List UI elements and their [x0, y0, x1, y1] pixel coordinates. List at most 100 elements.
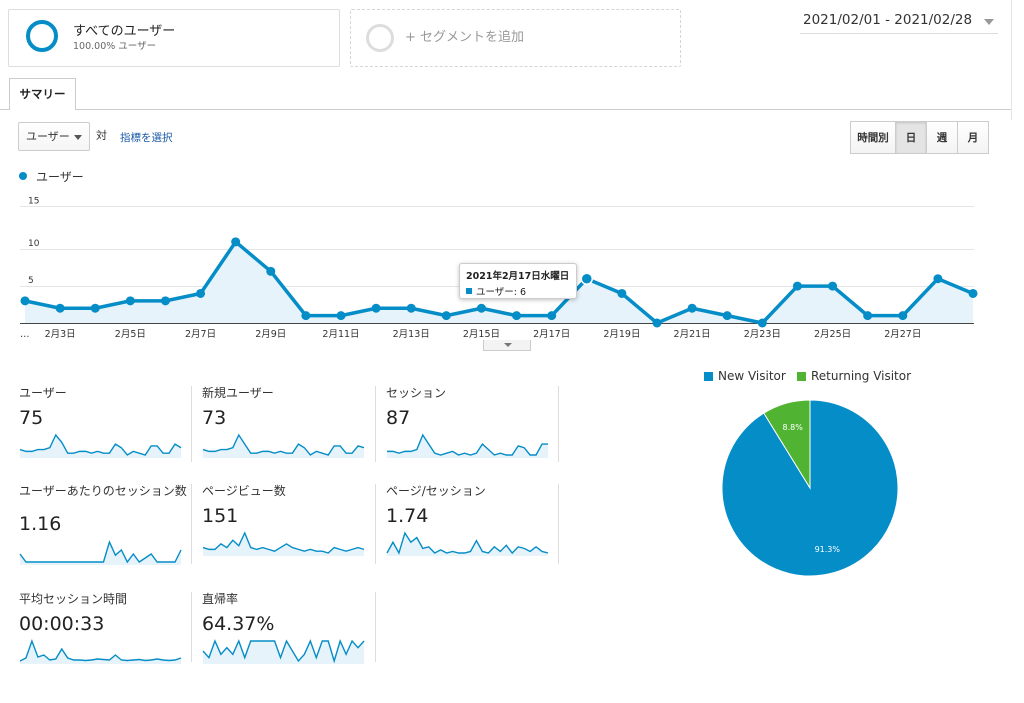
data-point[interactable]: [512, 311, 522, 321]
right-edge-rule: [1011, 0, 1012, 120]
add-segment-label: + セグメントを追加: [405, 30, 525, 45]
metric-card[interactable]: 新規ユーザー 73: [202, 386, 378, 478]
sparkline-line: [19, 433, 182, 456]
segment-ring-icon: [26, 20, 58, 52]
data-point[interactable]: [125, 296, 135, 306]
x-tick-label: 2月7日: [185, 329, 216, 340]
data-point[interactable]: [863, 311, 873, 321]
metric-divider: [191, 484, 192, 564]
data-point[interactable]: [231, 237, 241, 247]
data-point[interactable]: [441, 311, 451, 321]
tab-summary[interactable]: サマリー: [9, 78, 76, 110]
data-point[interactable]: [476, 303, 486, 313]
data-point[interactable]: [406, 303, 416, 313]
metric-sparkline: [202, 638, 365, 664]
metric-sparkline: [387, 433, 548, 458]
metric-sparkline: [386, 531, 549, 556]
x-tick-label: 2月23日: [744, 329, 781, 340]
period-hourly-button[interactable]: 時間別: [850, 121, 896, 154]
segment-name: すべてのユーザー: [73, 24, 176, 39]
metric-divider: [375, 592, 376, 662]
metric-card[interactable]: 直帰率 64.37%: [202, 592, 378, 684]
legend-swatch: [704, 372, 713, 381]
metric-card[interactable]: セッション 87: [386, 386, 562, 478]
data-point[interactable]: [968, 288, 978, 298]
series-area: [25, 241, 973, 323]
period-week-button[interactable]: 週: [926, 121, 958, 154]
sparkline-area: [203, 435, 364, 458]
metric-value: 1.16: [19, 513, 62, 535]
tooltip-value: ユーザー: 6: [466, 284, 570, 298]
metric-card[interactable]: ユーザーあたりのセッション数 1.16: [19, 484, 195, 576]
vs-label: 対: [96, 129, 107, 142]
x-tick-label: 2月25日: [814, 329, 851, 340]
metric-value: 151: [202, 505, 239, 527]
data-point[interactable]: [160, 296, 170, 306]
chevron-down-icon: [984, 19, 994, 25]
metric-label: ユーザーあたりのセッション数: [19, 484, 187, 498]
data-point[interactable]: [722, 311, 732, 321]
sparkline-line: [387, 433, 548, 456]
data-point[interactable]: [20, 296, 30, 306]
data-point[interactable]: [301, 311, 311, 321]
add-segment-button[interactable]: [350, 9, 681, 67]
pie-slice-label: 91.3%: [815, 545, 841, 554]
chart-resize-handle[interactable]: [483, 340, 531, 351]
x-tick-label: 2月17日: [533, 329, 570, 340]
metric-value: 87: [386, 407, 411, 429]
add-segment-ring-icon: [366, 24, 394, 52]
period-month-button[interactable]: 月: [957, 121, 989, 154]
sparkline-line: [202, 433, 365, 456]
data-point[interactable]: [898, 311, 908, 321]
metric-value: 75: [19, 407, 44, 429]
sparkline-area: [203, 641, 364, 664]
x-tick-label: 2月21日: [674, 329, 711, 340]
series-line: [24, 240, 974, 325]
data-point[interactable]: [266, 266, 276, 276]
segment-card-all-users[interactable]: [8, 9, 340, 67]
x-tick-label: 2月11日: [322, 329, 359, 340]
pie-legend-new[interactable]: New Visitor: [704, 369, 786, 383]
metric-card[interactable]: 平均セッション時間 00:00:33: [19, 592, 195, 684]
data-point[interactable]: [90, 303, 100, 313]
date-range-text: 2021/02/01 - 2021/02/28: [803, 12, 973, 28]
data-point[interactable]: [580, 272, 594, 285]
metric-card[interactable]: ユーザー 75: [19, 386, 195, 478]
y-tick-label: 15: [28, 196, 39, 206]
metric-select[interactable]: ユーザー: [18, 122, 90, 151]
data-point[interactable]: [196, 288, 206, 298]
metric-divider: [191, 592, 192, 662]
data-point[interactable]: [933, 274, 943, 284]
data-point[interactable]: [617, 288, 627, 298]
data-point[interactable]: [757, 318, 767, 328]
period-day-button[interactable]: 日: [895, 121, 927, 154]
metric-card[interactable]: ページ/セッション 1.74: [386, 484, 562, 576]
data-point[interactable]: [828, 281, 838, 291]
date-range-picker[interactable]: 2021/02/01 - 2021/02/28: [800, 12, 998, 34]
pie-slice[interactable]: [763, 400, 811, 490]
data-point[interactable]: [792, 281, 802, 291]
select-metric-link[interactable]: 指標を選択: [120, 132, 173, 144]
segment-subtitle: 100.00% ユーザー: [73, 41, 157, 52]
sparkline-area: [20, 542, 181, 565]
chevron-down-icon: [504, 343, 512, 347]
data-point[interactable]: [687, 303, 697, 313]
metric-sparkline: [202, 531, 365, 556]
pie-legend-returning[interactable]: Returning Visitor: [797, 369, 911, 383]
metric-label: 新規ユーザー: [202, 386, 274, 400]
data-point[interactable]: [547, 311, 557, 321]
y-tick-label: 5: [28, 276, 34, 286]
metric-divider: [558, 484, 559, 564]
metric-value: 73: [202, 407, 227, 429]
tooltip-date: 2021年2月17日水曜日: [466, 271, 570, 282]
metric-label: 直帰率: [202, 592, 239, 606]
data-point[interactable]: [371, 303, 381, 313]
x-tick-label: 2月13日: [393, 329, 430, 340]
data-point[interactable]: [336, 311, 346, 321]
metric-divider: [191, 386, 192, 462]
x-tick-label: 2月3日: [45, 329, 76, 340]
data-point[interactable]: [652, 318, 662, 328]
x-tick-label: 2月5日: [115, 329, 146, 340]
data-point[interactable]: [55, 303, 65, 313]
metric-card[interactable]: ページビュー数 151: [202, 484, 378, 576]
